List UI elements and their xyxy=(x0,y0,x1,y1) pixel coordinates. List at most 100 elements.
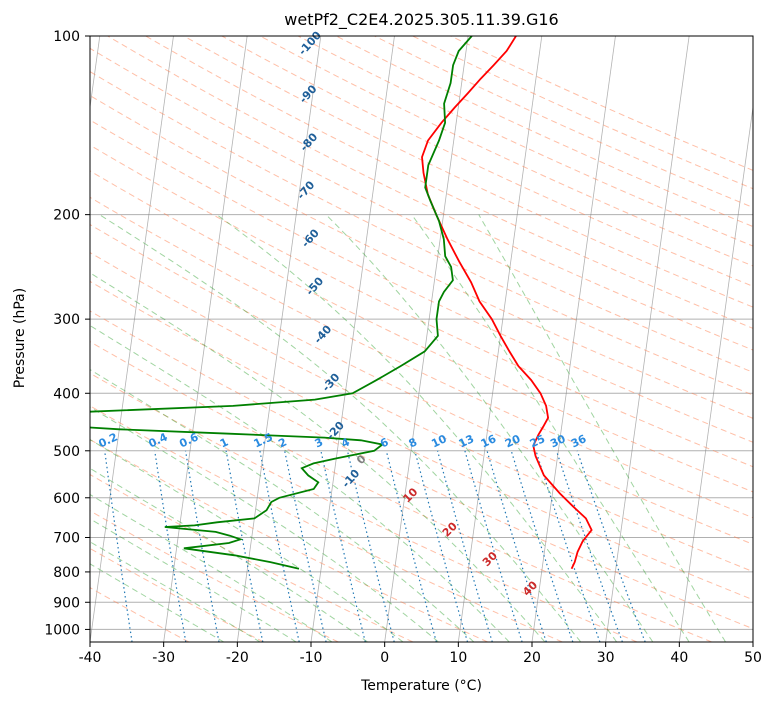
mixing-ratio-line xyxy=(259,450,300,642)
x-tick-label: 50 xyxy=(744,650,762,666)
mixing-ratio-label: 0.6 xyxy=(177,430,200,450)
dry-adiabat-label: -60 xyxy=(299,226,322,250)
mixing-ratio-label: 20 xyxy=(503,432,523,450)
dry-adiabat xyxy=(107,36,753,351)
chart-title: wetPf2_C2E4.2025.305.11.39.G16 xyxy=(284,10,559,29)
dry-adiabat xyxy=(90,71,753,396)
mixing-ratio-label: 1.5 xyxy=(252,430,275,450)
dry-adiabat xyxy=(90,95,753,419)
mixing-ratio-line xyxy=(437,450,493,642)
dry-adiabat xyxy=(90,310,753,630)
mixing-ratio-line xyxy=(154,450,187,642)
moist-adiabat xyxy=(90,541,261,642)
dry-adiabat xyxy=(90,341,712,642)
x-tick-label: 30 xyxy=(597,650,615,666)
isotherm xyxy=(457,36,543,642)
mixing-ratio-line xyxy=(464,450,523,642)
mixing-ratio-label: 0.2 xyxy=(96,430,119,450)
isotherm xyxy=(90,36,174,642)
mixing-ratio-label: 13 xyxy=(457,432,476,450)
mixing-ratio-label: 16 xyxy=(479,432,499,450)
mixing-ratio-line xyxy=(320,450,366,642)
plot-frame xyxy=(89,35,754,643)
mixing-ratio-line xyxy=(414,450,469,642)
x-tick-label: 0 xyxy=(380,650,389,666)
isotherm xyxy=(236,36,322,642)
x-tick-label: 40 xyxy=(670,650,688,666)
x-tick-label: -30 xyxy=(152,650,175,666)
isotherm xyxy=(163,36,248,642)
mixing-ratio-line xyxy=(184,450,220,642)
x-axis-label: Temperature (°C) xyxy=(361,678,482,694)
moist-adiabat-label: 30 xyxy=(480,549,500,569)
dry-adiabat xyxy=(90,251,753,573)
mixing-ratio-label: 25 xyxy=(528,432,547,450)
moist-adiabat xyxy=(90,518,297,642)
mixing-ratio-label: 1 xyxy=(218,435,230,450)
y-tick-label: 600 xyxy=(53,491,80,507)
mixing-ratio-label: 0.4 xyxy=(146,430,169,450)
dry-adiabat xyxy=(412,36,753,190)
moist-adiabat-label: 40 xyxy=(520,578,540,598)
plot-area xyxy=(90,36,753,642)
mixing-ratio-label: 36 xyxy=(569,432,589,450)
moist-adiabat xyxy=(325,214,654,642)
y-tick-label: 100 xyxy=(53,29,80,45)
x-tick-label: -20 xyxy=(226,650,249,666)
moist-adiabat xyxy=(411,214,690,642)
dry-adiabat-label: -90 xyxy=(297,82,320,106)
mixing-ratio-line xyxy=(284,450,327,642)
dry-adiabat xyxy=(259,36,753,267)
dry-adiabat-label: -10 xyxy=(339,467,362,491)
dry-adiabat-label: -80 xyxy=(297,130,320,154)
dewpoint-profile xyxy=(90,36,473,570)
moist-adiabat-label: 10 xyxy=(400,485,420,505)
isotherm xyxy=(752,639,753,642)
mixing-ratio-label: 2 xyxy=(276,435,288,450)
moist-adiabat xyxy=(90,368,475,642)
x-tick-label: 20 xyxy=(523,650,541,666)
dry-adiabat xyxy=(90,119,753,443)
dry-adiabat xyxy=(336,36,753,228)
dry-adiabat-label: -30 xyxy=(320,371,343,395)
dry-adiabat xyxy=(90,170,753,493)
mixing-ratio-line xyxy=(510,450,574,642)
y-tick-label: 900 xyxy=(53,595,80,611)
x-tick-label: 10 xyxy=(449,650,467,666)
mixing-ratio-line xyxy=(555,450,623,642)
mixing-ratio-line xyxy=(535,450,601,642)
temperature-profile xyxy=(421,36,593,570)
dry-adiabat xyxy=(90,510,339,642)
mixing-ratio-label: 8 xyxy=(407,435,419,450)
dry-adiabat xyxy=(90,439,488,642)
dry-adiabat xyxy=(297,36,753,247)
moist-adiabat xyxy=(90,438,404,642)
y-tick-label: 1000 xyxy=(44,622,80,638)
dry-adiabat xyxy=(90,196,753,519)
isotherm xyxy=(90,36,101,111)
mixing-ratio-label: 4 xyxy=(339,435,352,450)
mixing-ratio-line xyxy=(385,450,437,642)
moist-adiabat xyxy=(90,563,225,642)
moist-adiabat xyxy=(478,214,726,642)
dry-adiabat xyxy=(90,405,563,642)
dry-adiabat xyxy=(183,36,753,308)
mixing-ratio-line xyxy=(486,450,547,642)
dry-adiabat xyxy=(221,36,753,287)
mixing-ratio-labels: 0.2 0.4 0.6 1 1.5 2 3 4 6 8 10 13 16 20 25 30 36 xyxy=(96,430,588,450)
isotherm xyxy=(384,36,469,642)
x-tick-label: -40 xyxy=(79,650,102,666)
dry-adiabat-label: -70 xyxy=(294,178,317,202)
dry-adiabat xyxy=(374,36,753,209)
mixing-ratio-label: 6 xyxy=(378,435,391,450)
mixing-ratio-line xyxy=(225,450,264,642)
mixing-ratio-line xyxy=(346,450,395,642)
moist-adiabat xyxy=(90,324,510,642)
moist-adiabat xyxy=(99,214,582,642)
dry-adiabat xyxy=(90,144,753,468)
mixing-ratio-label: 10 xyxy=(429,432,449,450)
y-tick-label: 800 xyxy=(53,565,80,581)
y-tick-label: 200 xyxy=(53,208,80,224)
dry-adiabat-label: -40 xyxy=(311,322,334,346)
